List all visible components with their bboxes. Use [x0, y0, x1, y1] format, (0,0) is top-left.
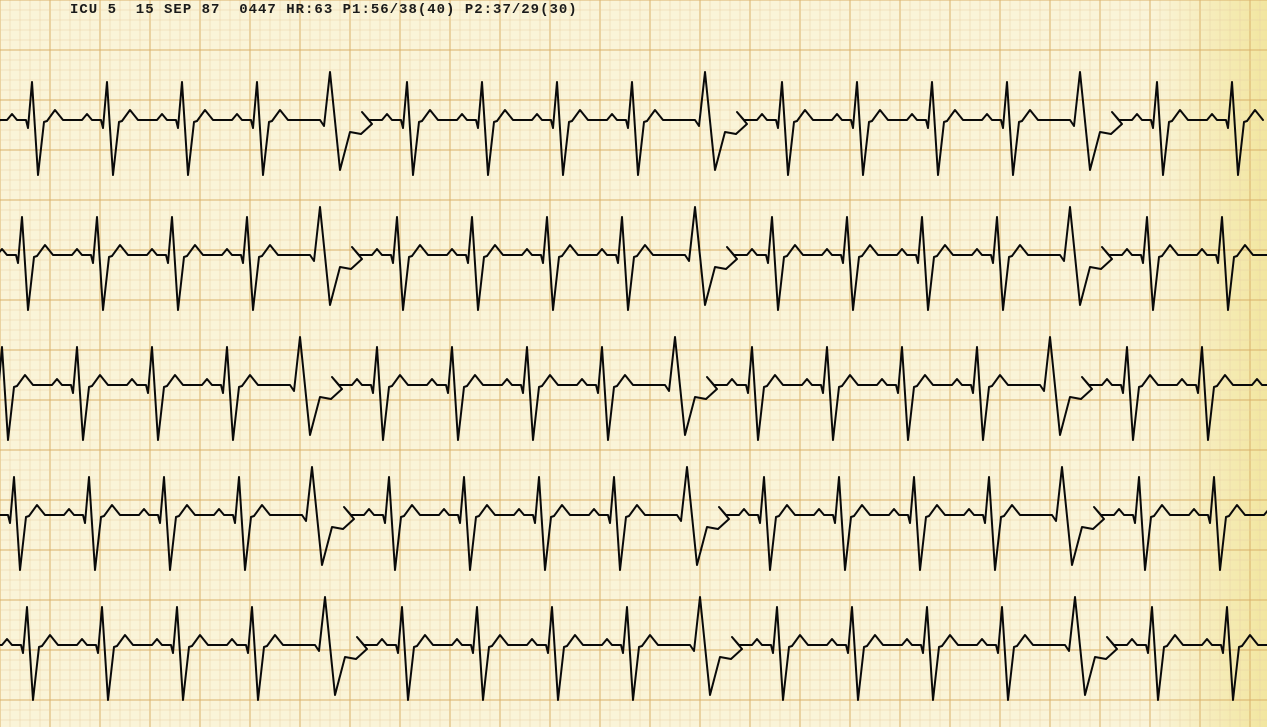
ecg-strip-5 — [0, 597, 1267, 700]
ecg-paper: ICU 5 15 SEP 87 0447 HR:63 P1:56/38(40) … — [0, 0, 1267, 727]
ecg-traces — [0, 0, 1267, 727]
ecg-header-text: ICU 5 15 SEP 87 0447 HR:63 P1:56/38(40) … — [70, 2, 578, 18]
ecg-strip-4 — [0, 467, 1267, 570]
ecg-strip-2 — [0, 207, 1267, 310]
ecg-strip-3 — [0, 337, 1267, 440]
ecg-strip-1 — [0, 72, 1263, 175]
